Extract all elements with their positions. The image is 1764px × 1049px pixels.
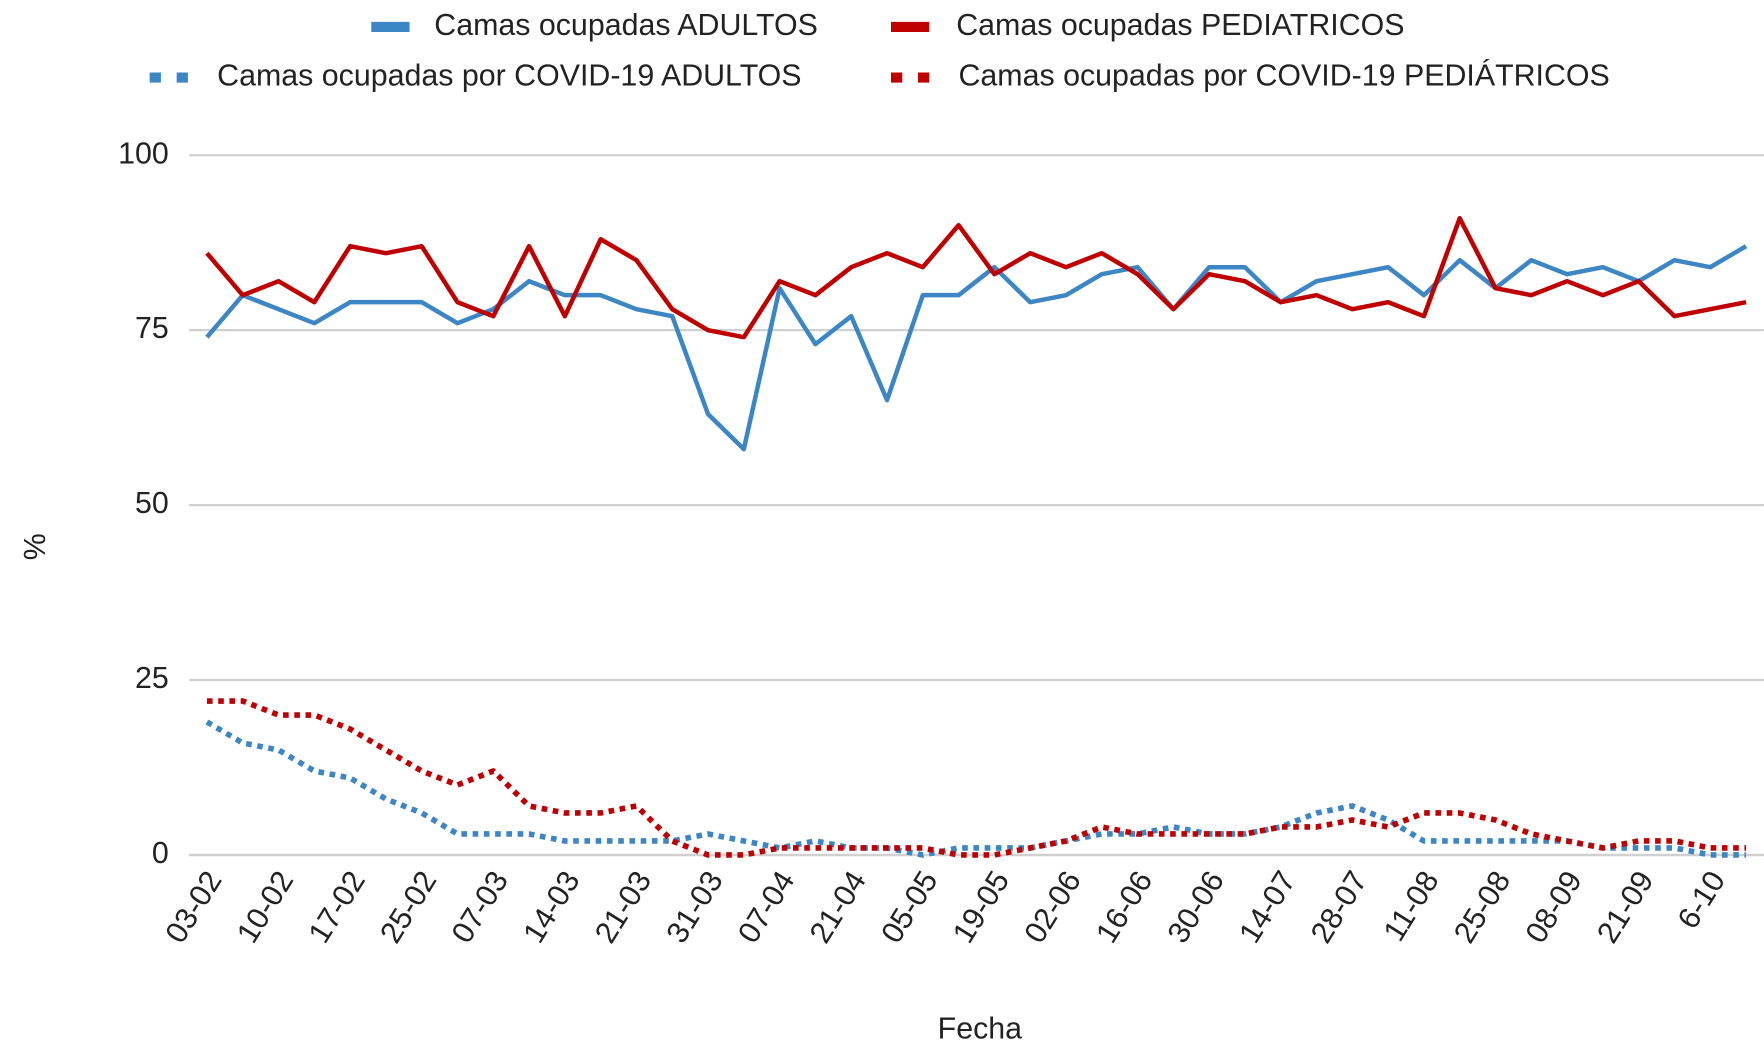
x-tick-label: 21-03: [589, 866, 658, 949]
x-tick-label: 14-07: [1233, 866, 1302, 949]
y-tick-label: 50: [135, 487, 169, 520]
x-tick-label: 30-06: [1162, 866, 1231, 949]
x-tick-label: 11-08: [1378, 866, 1446, 947]
y-tick-label: 100: [118, 137, 169, 170]
legend-label: Camas ocupadas PEDIATRICOS: [956, 9, 1404, 42]
x-tick-label: 16-06: [1090, 866, 1159, 949]
series-line: [205, 719, 1747, 858]
x-axis-title: Fecha: [938, 1012, 1022, 1045]
y-tick-label: 0: [152, 837, 169, 870]
series-line: [206, 698, 1747, 858]
x-tick-label: 08-09: [1520, 866, 1589, 949]
series-line: [205, 215, 1747, 340]
x-tick-label: 07-03: [446, 866, 515, 949]
y-tick-label: 25: [135, 662, 169, 695]
y-tick-label: 75: [135, 312, 169, 345]
x-tick-label: 21-04: [804, 866, 873, 949]
y-axis-title: %: [19, 533, 52, 560]
x-tick-label: 14-03: [517, 866, 586, 949]
x-tick-label: 03-02: [160, 866, 229, 949]
legend-label: Camas ocupadas ADULTOS: [434, 9, 818, 42]
x-tick-label: 10-02: [231, 866, 300, 949]
x-tick-label: 31-03: [661, 866, 730, 949]
x-tick-label: 07-04: [732, 866, 801, 949]
series-line: [205, 244, 1748, 452]
x-tick-label: 02-06: [1019, 866, 1088, 949]
x-tick-label: 21-09: [1591, 866, 1660, 949]
x-tick-label: 6-10: [1672, 866, 1732, 935]
legend-label: Camas ocupadas por COVID-19 ADULTOS: [217, 60, 801, 93]
x-tick-label: 25-08: [1448, 866, 1517, 949]
x-tick-label: 25-02: [374, 866, 443, 949]
x-tick-label: 28-07: [1305, 866, 1374, 949]
x-tick-label: 05-05: [875, 866, 944, 949]
x-tick-label: 17-02: [303, 866, 372, 949]
x-tick-label: 19-05: [947, 866, 1016, 949]
legend-label: Camas ocupadas por COVID-19 PEDIÁTRICOS: [958, 60, 1609, 93]
